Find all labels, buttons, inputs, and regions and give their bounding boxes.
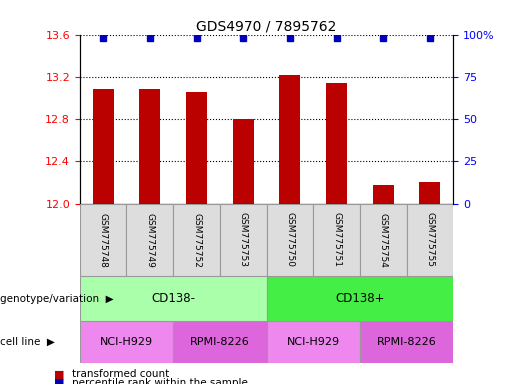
Bar: [360, 321, 453, 363]
Bar: [406, 204, 453, 276]
Bar: [419, 182, 440, 204]
Bar: [220, 204, 267, 276]
Bar: [373, 185, 393, 204]
Bar: [173, 204, 220, 276]
Bar: [173, 321, 267, 363]
Text: GSM775749: GSM775749: [145, 213, 154, 267]
Text: GSM775753: GSM775753: [238, 212, 248, 268]
Bar: [267, 276, 453, 321]
Bar: [80, 321, 173, 363]
Text: GSM775748: GSM775748: [99, 213, 108, 267]
Bar: [80, 204, 127, 276]
Text: GSM775755: GSM775755: [425, 212, 434, 268]
Text: RPMI-8226: RPMI-8226: [190, 337, 250, 347]
Text: GSM775752: GSM775752: [192, 213, 201, 267]
Bar: [360, 204, 406, 276]
Bar: [127, 204, 173, 276]
Text: genotype/variation  ▶: genotype/variation ▶: [0, 293, 114, 304]
Text: GSM775754: GSM775754: [379, 213, 388, 267]
Bar: [279, 75, 300, 204]
Text: cell line  ▶: cell line ▶: [0, 337, 55, 347]
Bar: [313, 204, 360, 276]
Bar: [267, 204, 313, 276]
Text: transformed count: transformed count: [72, 369, 169, 379]
Text: CD138-: CD138-: [151, 292, 195, 305]
Text: NCI-H929: NCI-H929: [287, 337, 340, 347]
Bar: [267, 321, 360, 363]
Text: GSM775751: GSM775751: [332, 212, 341, 268]
Bar: [80, 276, 267, 321]
Text: GSM775750: GSM775750: [285, 212, 295, 268]
Text: NCI-H929: NCI-H929: [100, 337, 153, 347]
Text: ■: ■: [54, 369, 64, 379]
Bar: [233, 119, 254, 204]
Text: ■: ■: [54, 378, 64, 384]
Text: percentile rank within the sample: percentile rank within the sample: [72, 378, 248, 384]
Bar: [140, 89, 160, 204]
Title: GDS4970 / 7895762: GDS4970 / 7895762: [196, 20, 337, 33]
Bar: [186, 92, 207, 204]
Bar: [93, 89, 114, 204]
Text: CD138+: CD138+: [335, 292, 385, 305]
Text: RPMI-8226: RPMI-8226: [376, 337, 436, 347]
Bar: [326, 83, 347, 204]
